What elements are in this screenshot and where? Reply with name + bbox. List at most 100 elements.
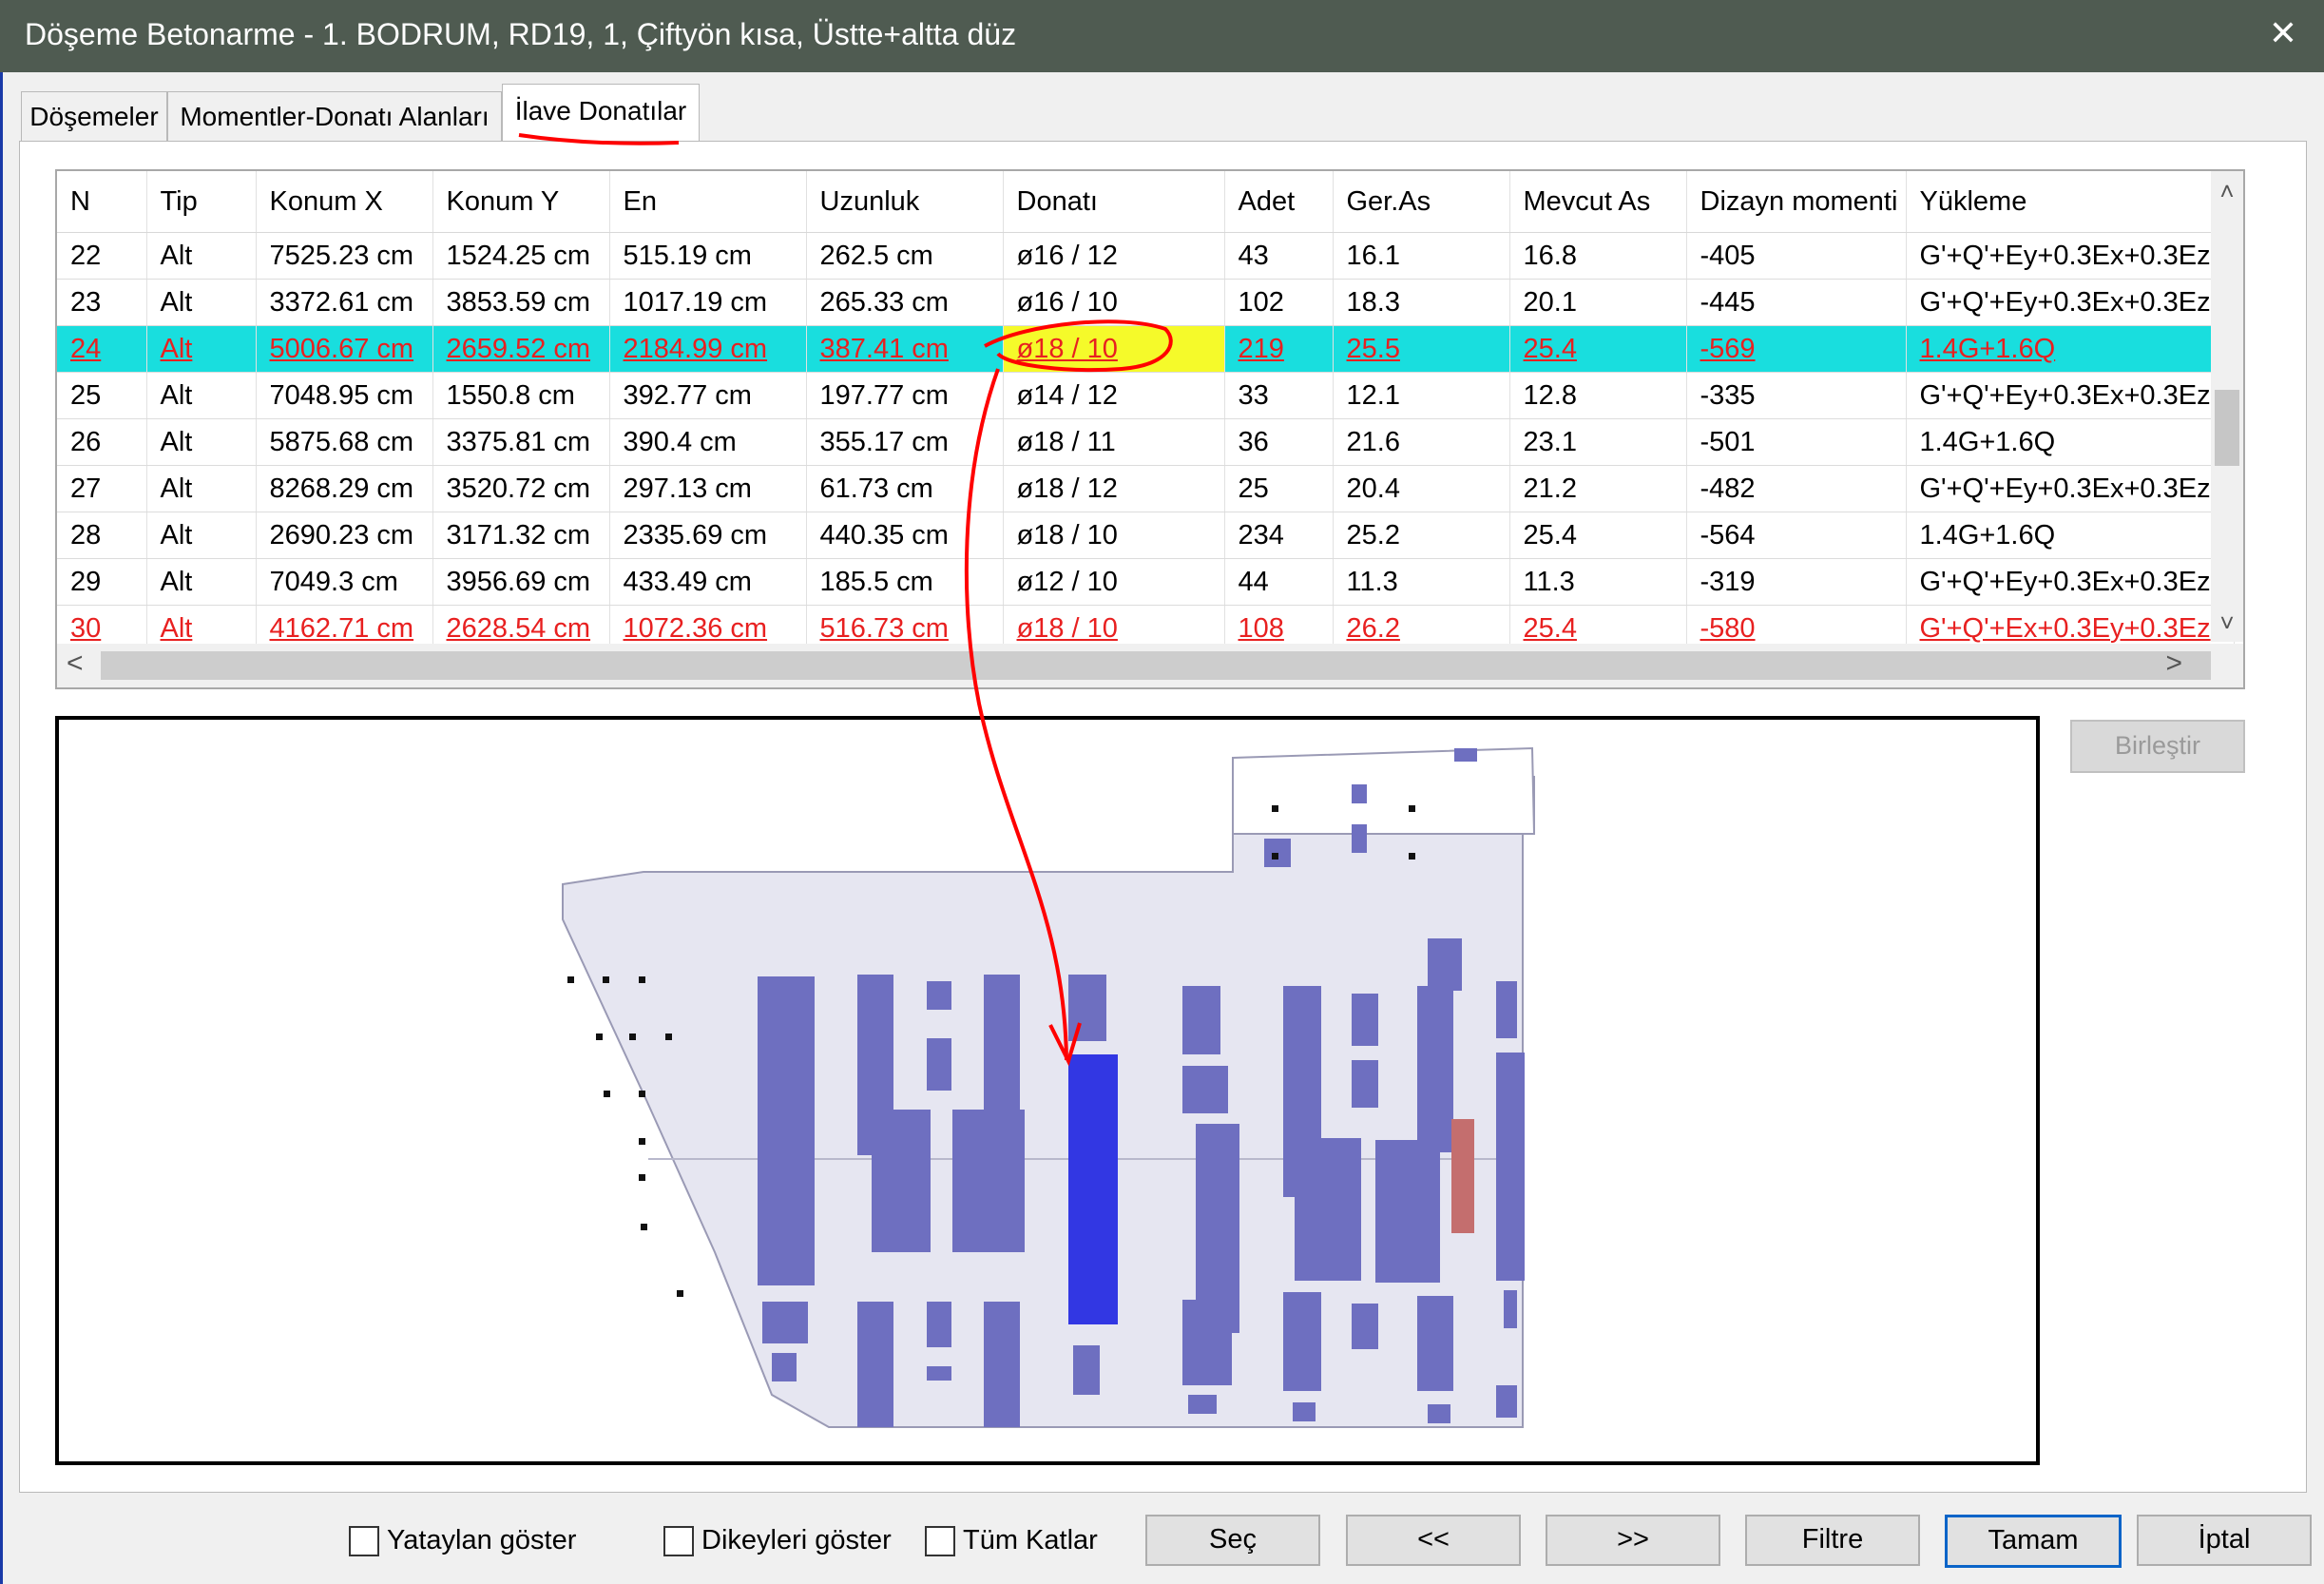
rebar-selected[interactable] — [1068, 1054, 1118, 1324]
filtre-button[interactable]: Filtre — [1745, 1515, 1920, 1566]
rebar[interactable] — [927, 1302, 951, 1347]
checkbox-box[interactable] — [925, 1526, 955, 1557]
sec-button[interactable]: Seç — [1145, 1515, 1320, 1566]
table-row[interactable]: 28 Alt 2690.23 cm 3171.32 cm 2335.69 cm 440.3… — [57, 512, 2235, 559]
close-icon[interactable]: ✕ — [2268, 13, 2297, 52]
table-cell: 1.4G+1.6Q — [1906, 512, 2235, 559]
rebar[interactable] — [1428, 1404, 1450, 1423]
table-row[interactable]: 25 Alt 7048.95 cm 1550.8 cm 392.77 cm 197.77 … — [57, 372, 2235, 419]
rebar[interactable] — [1283, 1292, 1321, 1391]
column-header[interactable]: Yükleme — [1906, 171, 2235, 233]
rebar[interactable] — [1196, 1124, 1239, 1333]
slab-top-outline — [1232, 746, 1536, 835]
column-header[interactable]: Uzunluk — [806, 171, 1004, 233]
horizontal-scrollbar[interactable]: < > — [57, 644, 2243, 687]
column-header[interactable]: Donatı — [1003, 171, 1225, 233]
yataylan-goster-checkbox[interactable]: Yataylan göster — [349, 1521, 576, 1559]
rebar[interactable] — [857, 1302, 893, 1427]
table-cell: 102 — [1224, 279, 1334, 326]
checkbox-box[interactable] — [349, 1526, 379, 1557]
column-header[interactable]: Konum Y — [432, 171, 610, 233]
rebar[interactable] — [927, 1366, 951, 1381]
checkbox-box[interactable] — [663, 1526, 694, 1557]
rebar[interactable] — [872, 1110, 931, 1252]
column-header[interactable]: Dizayn momenti — [1686, 171, 1907, 233]
column-header[interactable]: En — [609, 171, 807, 233]
table-cell: 25 — [57, 372, 147, 419]
rebar[interactable] — [1504, 1290, 1517, 1328]
rebar-grid[interactable]: N Tip Konum X Konum Y En Uzunluk Donatı Adet Ger… — [55, 169, 2245, 689]
rebar[interactable] — [758, 976, 815, 1285]
table-cell: 25.4 — [1509, 512, 1687, 559]
rebar[interactable] — [1352, 994, 1378, 1046]
table-row[interactable]: 23 Alt 3372.61 cm 3853.59 cm 1017.19 cm 265.3… — [57, 279, 2235, 326]
column-header[interactable]: Tip — [146, 171, 257, 233]
table-cell: 29 — [57, 558, 147, 606]
vertical-scrollbar[interactable]: ˄ ˅ — [2211, 171, 2243, 642]
rebar[interactable] — [1352, 1304, 1378, 1349]
rebar[interactable] — [1182, 1066, 1228, 1113]
tab-dosemeler[interactable]: Döşemeler — [21, 91, 167, 142]
scroll-right-icon[interactable]: > — [2165, 647, 2182, 679]
column-marker — [1272, 853, 1278, 860]
table-row[interactable]: 29 Alt 7049.3 cm 3956.69 cm 433.49 cm 185.5 c… — [57, 558, 2235, 606]
next-button[interactable]: >> — [1546, 1515, 1720, 1566]
tum-katlar-checkbox[interactable]: Tüm Katlar — [925, 1521, 1098, 1559]
rebar[interactable] — [1352, 824, 1367, 853]
rebar[interactable] — [1068, 975, 1106, 1041]
scroll-down-icon[interactable]: ˅ — [2219, 608, 2235, 637]
table-cell: 262.5 cm — [806, 232, 1004, 280]
scroll-left-icon[interactable]: < — [67, 647, 84, 679]
table-cell: 1017.19 cm — [609, 279, 807, 326]
rebar[interactable] — [1375, 1140, 1440, 1283]
table-cell: 20.1 — [1509, 279, 1687, 326]
rebar[interactable] — [762, 1302, 808, 1343]
tab-momentler-donati-alanlari[interactable]: Momentler-Donatı Alanları — [167, 91, 502, 142]
column-header[interactable]: N — [57, 171, 147, 233]
table-row[interactable]: 27 Alt 8268.29 cm 3520.72 cm 297.13 cm 61.73 … — [57, 465, 2235, 512]
rebar[interactable] — [1352, 784, 1367, 803]
column-marker — [567, 976, 574, 983]
rebar[interactable] — [1417, 986, 1453, 1152]
birlestir-button[interactable]: Birleştir — [2070, 720, 2245, 773]
rebar[interactable] — [927, 981, 951, 1010]
table-cell: 3171.32 cm — [432, 512, 610, 559]
table-cell: ø16 / 10 — [1003, 279, 1225, 326]
checkbox-label: Yataylan göster — [387, 1525, 577, 1555]
rebar[interactable] — [1295, 1138, 1361, 1281]
rebar[interactable] — [1293, 1402, 1316, 1421]
table-row[interactable]: 24 Alt 5006.67 cm 2659.52 cm 2184.99 cm 387.4… — [57, 325, 2235, 373]
previous-button[interactable]: << — [1346, 1515, 1521, 1566]
horizontal-scroll-thumb[interactable] — [101, 651, 2211, 680]
tab-ilave-donatilar[interactable]: İlave Donatılar — [502, 84, 700, 142]
column-header[interactable]: Konum X — [256, 171, 433, 233]
table-row[interactable]: 26 Alt 5875.68 cm 3375.81 cm 390.4 cm 355.17 … — [57, 418, 2235, 466]
table-cell: -319 — [1686, 558, 1907, 606]
tamam-button[interactable]: Tamam — [1945, 1515, 2122, 1568]
scroll-up-icon[interactable]: ˄ — [2219, 177, 2235, 205]
rebar-warning[interactable] — [1451, 1119, 1474, 1233]
rebar[interactable] — [1496, 1053, 1525, 1281]
rebar[interactable] — [1417, 1296, 1453, 1391]
rebar[interactable] — [1182, 986, 1220, 1054]
rebar[interactable] — [1454, 748, 1477, 762]
rebar[interactable] — [1182, 1300, 1232, 1385]
rebar[interactable] — [927, 1038, 951, 1091]
dikeyleri-goster-checkbox[interactable]: Dikeyleri göster — [663, 1521, 892, 1559]
rebar[interactable] — [1428, 938, 1462, 991]
vertical-scroll-thumb[interactable] — [2215, 390, 2239, 466]
table-row[interactable]: 22 Alt 7525.23 cm 1524.25 cm 515.19 cm 262.5 … — [57, 232, 2235, 280]
rebar[interactable] — [952, 1110, 1025, 1252]
iptal-button[interactable]: İptal — [2137, 1515, 2312, 1566]
column-header[interactable]: Adet — [1224, 171, 1334, 233]
column-header[interactable]: Mevcut As — [1509, 171, 1687, 233]
rebar[interactable] — [1496, 981, 1517, 1038]
rebar[interactable] — [1352, 1060, 1378, 1108]
rebar[interactable] — [1073, 1345, 1100, 1395]
rebar[interactable] — [772, 1353, 797, 1381]
rebar[interactable] — [1188, 1395, 1217, 1414]
column-header[interactable]: Ger.As — [1333, 171, 1510, 233]
slab-plan-canvas[interactable] — [55, 716, 2040, 1465]
rebar[interactable] — [984, 1302, 1020, 1427]
rebar[interactable] — [1496, 1385, 1517, 1418]
